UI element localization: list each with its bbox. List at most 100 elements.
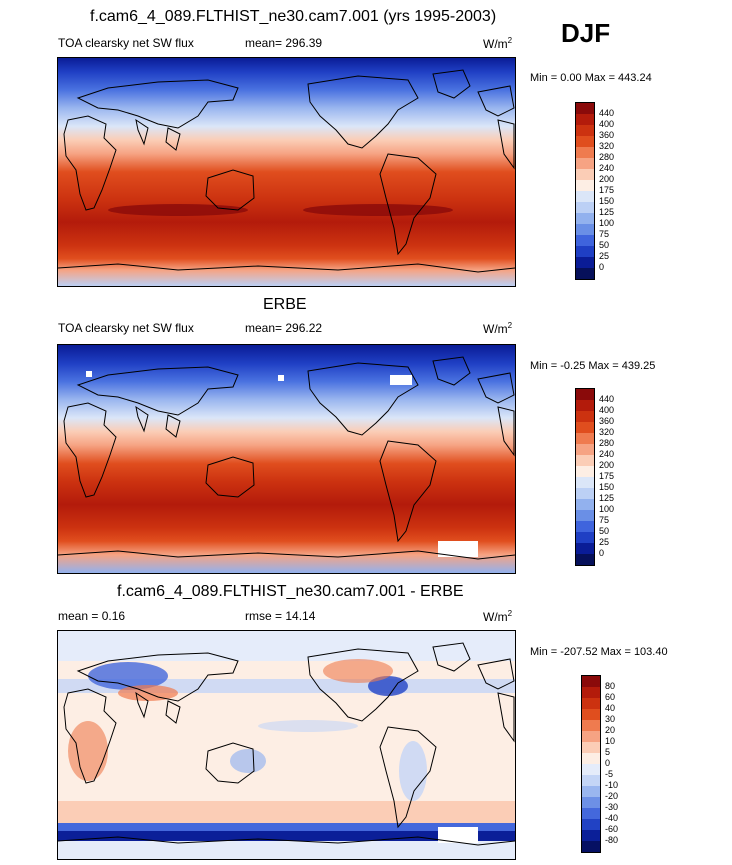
colorbar-tick-label: 150 bbox=[599, 196, 615, 206]
colorbar-tick-label: 80 bbox=[605, 681, 616, 691]
colorbar-swatch bbox=[582, 786, 600, 797]
colorbar-swatch bbox=[576, 224, 594, 235]
colorbar-tick-label: 400 bbox=[599, 405, 615, 415]
colorbar-swatch bbox=[576, 147, 594, 158]
colorbar-tick-label: 320 bbox=[599, 427, 615, 437]
panel3-units: W/m2 bbox=[483, 609, 513, 624]
colorbar-tick-label: 0 bbox=[605, 758, 611, 768]
colorbar-swatch bbox=[582, 808, 600, 819]
colorbar-tick-label: -80 bbox=[605, 835, 619, 845]
diff-anomaly bbox=[230, 749, 266, 773]
missing-data-patch bbox=[278, 375, 284, 381]
colorbar-swatch bbox=[576, 411, 594, 422]
colorbar-tick-label: 175 bbox=[599, 471, 615, 481]
panel3-title: f.cam6_4_089.FLTHIST_ne30.cam7.001 - ERB… bbox=[117, 583, 464, 600]
colorbar-swatch bbox=[576, 180, 594, 191]
colorbar-swatch bbox=[576, 532, 594, 543]
diff-map-svg bbox=[58, 631, 515, 859]
panel2-units: W/m2 bbox=[483, 321, 513, 336]
colorbar-swatch bbox=[576, 246, 594, 257]
colorbar-swatch bbox=[576, 158, 594, 169]
diff-southern-band bbox=[58, 801, 515, 823]
colorbar-tick-label: 75 bbox=[599, 515, 610, 525]
diff-arctic-band bbox=[58, 631, 515, 661]
colorbar-tick-label: 75 bbox=[599, 229, 610, 239]
diff-anomaly bbox=[399, 741, 427, 801]
missing-data-patch bbox=[390, 375, 412, 385]
missing-data-patch bbox=[438, 827, 478, 843]
colorbar-swatch bbox=[576, 400, 594, 411]
colorbar-tick-label: 175 bbox=[599, 185, 615, 195]
colorbar-tick-label: 150 bbox=[599, 482, 615, 492]
colorbar-tick-label: 20 bbox=[605, 725, 616, 735]
colorbar-tick-label: 5 bbox=[605, 747, 611, 757]
colorbar-tick-label: 440 bbox=[599, 108, 615, 118]
diff-anomaly bbox=[323, 659, 393, 683]
colorbar-3 bbox=[581, 675, 601, 853]
colorbar-swatch bbox=[576, 257, 594, 268]
colorbar-tick-label: 30 bbox=[605, 714, 616, 724]
colorbar-1 bbox=[575, 102, 595, 280]
panel2-minmax: Min = -0.25 Max = 439.25 bbox=[530, 360, 656, 372]
diff-antarctic-band bbox=[58, 831, 515, 841]
colorbar-tick-label: 280 bbox=[599, 438, 615, 448]
panel3-mean: mean = 0.16 bbox=[58, 609, 126, 623]
colorbar-tick-label: 200 bbox=[599, 174, 615, 184]
colorbar-tick-label: 25 bbox=[599, 251, 610, 261]
colorbar-swatch bbox=[576, 455, 594, 466]
pacific-max-band bbox=[108, 204, 248, 216]
diff-anomaly bbox=[258, 720, 358, 732]
panel3-map bbox=[57, 630, 516, 860]
colorbar-swatch bbox=[576, 125, 594, 136]
page-title: f.cam6_4_089.FLTHIST_ne30.cam7.001 (yrs … bbox=[90, 8, 497, 25]
colorbar-swatch bbox=[582, 753, 600, 764]
coastlines bbox=[58, 69, 515, 273]
diff-anomaly bbox=[368, 676, 408, 696]
colorbar-tick-label: -5 bbox=[605, 769, 614, 779]
colorbar-swatch bbox=[582, 764, 600, 775]
colorbar-swatch bbox=[576, 268, 594, 279]
colorbar-tick-label: 25 bbox=[599, 537, 610, 547]
colorbar-swatch bbox=[576, 488, 594, 499]
colorbar-swatch bbox=[576, 466, 594, 477]
colorbar-tick-label: 40 bbox=[605, 703, 616, 713]
colorbar-tick-label: 360 bbox=[599, 130, 615, 140]
colorbar-swatch bbox=[576, 521, 594, 532]
colorbar-swatch bbox=[582, 687, 600, 698]
colorbar-swatch bbox=[576, 202, 594, 213]
colorbar-tick-label: 125 bbox=[599, 493, 615, 503]
colorbar-tick-label: 240 bbox=[599, 449, 615, 459]
colorbar-swatch bbox=[576, 213, 594, 224]
colorbar-tick-label: -10 bbox=[605, 780, 619, 790]
colorbar-2 bbox=[575, 388, 595, 566]
panel1-units: W/m2 bbox=[483, 36, 513, 51]
panel2-title: ERBE bbox=[263, 296, 307, 313]
colorbar-swatch bbox=[576, 235, 594, 246]
colorbar-tick-label: 200 bbox=[599, 460, 615, 470]
colorbar-tick-label: 50 bbox=[599, 240, 610, 250]
missing-data-patch bbox=[86, 371, 92, 377]
colorbar-swatch bbox=[576, 543, 594, 554]
colorbar-swatch bbox=[576, 477, 594, 488]
colorbar-swatch bbox=[582, 830, 600, 841]
colorbar-tick-label: -60 bbox=[605, 824, 619, 834]
colorbar-swatch bbox=[582, 709, 600, 720]
colorbar-tick-label: 125 bbox=[599, 207, 615, 217]
coastlines bbox=[58, 642, 515, 846]
colorbar-swatch bbox=[582, 698, 600, 709]
colorbar-tick-label: 440 bbox=[599, 394, 615, 404]
colorbar-swatch bbox=[576, 444, 594, 455]
colorbar-tick-label: 360 bbox=[599, 416, 615, 426]
colorbar-tick-label: 50 bbox=[599, 526, 610, 536]
colorbar-tick-label: 280 bbox=[599, 152, 615, 162]
colorbar-swatch bbox=[576, 422, 594, 433]
colorbar-swatch bbox=[582, 742, 600, 753]
panel2-mean: mean= 296.22 bbox=[245, 321, 323, 335]
missing-data-patch bbox=[438, 541, 478, 557]
diff-southern-ocean bbox=[58, 823, 515, 831]
colorbar-swatch bbox=[576, 389, 594, 400]
diff-anomaly bbox=[88, 662, 168, 690]
colorbar-tick-label: -30 bbox=[605, 802, 619, 812]
season-label: DJF bbox=[561, 18, 611, 48]
colorbar-tick-label: 0 bbox=[599, 548, 605, 558]
